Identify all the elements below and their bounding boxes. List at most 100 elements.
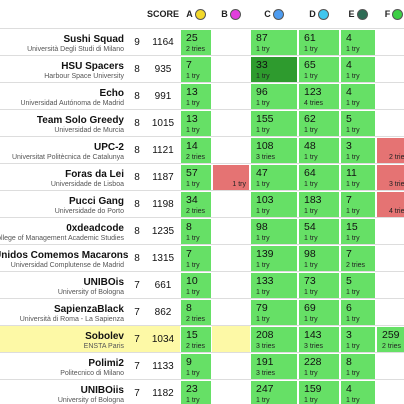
- problem-cell: 15 2 tries: [180, 326, 212, 353]
- tries: 1 try: [186, 181, 200, 188]
- problem-cell: 3 1 try: [340, 137, 376, 164]
- problem-cell: 133 1 try: [250, 272, 298, 299]
- solved: 8: [134, 253, 140, 264]
- solved: 8: [134, 172, 140, 183]
- problem-header: B: [212, 0, 250, 28]
- problem-cell: 33 1 try: [250, 56, 298, 83]
- team-row: Echo Universidad Autónoma de Madrid 8 991 13…: [0, 82, 404, 110]
- score: 1235: [151, 226, 175, 237]
- team-name: UNIBOis: [83, 277, 124, 288]
- problem-cell: 3 tries: [376, 164, 404, 191]
- solved: 8: [134, 226, 140, 237]
- university: Universidade de Lisboa: [50, 181, 124, 188]
- problem-balloon: [317, 8, 329, 20]
- solve-time: 62: [304, 113, 316, 125]
- solve-time: 133: [256, 275, 274, 287]
- solve-time: 7: [346, 194, 352, 206]
- score-header: SCORE: [146, 9, 179, 19]
- problem-header: D: [298, 0, 340, 28]
- university: University of Bologna: [57, 289, 124, 296]
- tries: 1 try: [304, 127, 318, 134]
- problem-cell: 159 1 try: [298, 380, 340, 404]
- solve-time: 48: [304, 140, 316, 152]
- solve-time: 208: [256, 329, 274, 341]
- tries: 1 try: [346, 343, 360, 350]
- solve-time: 4: [346, 59, 352, 71]
- solved: 7: [134, 334, 140, 345]
- team-row: Sushi Squad Università Degli Studi di Mil…: [0, 28, 404, 56]
- tries: 1 try: [186, 370, 200, 377]
- solved: 8: [134, 91, 140, 102]
- problem-cell: 183 1 try: [298, 191, 340, 218]
- tries: 1 try: [256, 100, 270, 107]
- problem-header: F: [376, 0, 404, 28]
- tries: 3 tries: [304, 343, 324, 350]
- solve-time: 61: [304, 32, 316, 44]
- tries: 1 try: [256, 181, 270, 188]
- solved: 9: [134, 37, 140, 48]
- score: 1198: [152, 199, 174, 210]
- problem-cell: 7 1 try: [180, 56, 212, 83]
- tries: 1 try: [346, 46, 360, 53]
- solve-time: 108: [256, 140, 274, 152]
- solve-time: 247: [256, 383, 274, 395]
- university: Universidad Complutense de Madrid: [10, 262, 124, 269]
- problem-cell: 247 1 try: [250, 380, 298, 404]
- problem-cell: 47 1 try: [250, 164, 298, 191]
- problem-cell: 4 1 try: [340, 56, 376, 83]
- tries: 1 try: [186, 235, 200, 242]
- solved: 7: [134, 280, 140, 291]
- problem-letter: A: [186, 9, 193, 19]
- solve-time: 11: [346, 167, 357, 179]
- team-row: Polimi2 Politecnico di Milano 7 1133 9 1 try 1…: [0, 352, 404, 380]
- problem-cell: 25 2 tries: [180, 29, 212, 56]
- solve-time: 15: [346, 221, 358, 233]
- tries: 1 try: [256, 73, 270, 80]
- problem-cell: 64 1 try: [298, 164, 340, 191]
- tries: 2 tries: [382, 343, 402, 350]
- tries: 1 try: [256, 46, 270, 53]
- team-name: Foras da Lei: [65, 169, 124, 180]
- problem-balloon: [356, 8, 368, 20]
- solve-time: 13: [186, 113, 198, 125]
- university: Universidad de Murcia: [54, 127, 124, 134]
- team-name: Sobolev: [85, 331, 124, 342]
- team-row: Team Solo Greedy Universidad de Murcia 8 10…: [0, 109, 404, 137]
- solve-time: 3: [346, 329, 352, 341]
- solve-time: 13: [186, 86, 198, 98]
- tries: 1 try: [304, 397, 318, 404]
- solved: 7: [134, 307, 140, 318]
- problem-cell: 62 1 try: [298, 110, 340, 137]
- university: The College of Management Academic Studi…: [0, 235, 124, 242]
- tries: 1 try: [186, 100, 200, 107]
- problem-cell: 4 1 try: [340, 380, 376, 404]
- university: Universidade do Porto: [54, 208, 124, 215]
- solve-time: 65: [304, 59, 316, 71]
- problem-header: E: [340, 0, 376, 28]
- problem-cell: 8 1 try: [180, 218, 212, 245]
- team-row: UPC-2 Universitat Politècnica de Cataluny…: [0, 136, 404, 164]
- tries: 2 tries: [388, 154, 404, 161]
- tries: 1 try: [304, 289, 318, 296]
- problem-cell: 191 3 tries: [250, 353, 298, 380]
- solve-time: 14: [186, 140, 198, 152]
- problem-cell: 8 1 try: [340, 353, 376, 380]
- tries: 2 tries: [186, 46, 206, 53]
- problem-cell: 14 2 tries: [180, 137, 212, 164]
- problem-cell: 13 1 try: [180, 83, 212, 110]
- problem-cell: 1 try: [212, 164, 250, 191]
- tries: 1 try: [186, 73, 200, 80]
- tries: 3 tries: [388, 181, 404, 188]
- solve-time: 33: [256, 59, 268, 71]
- score: 1034: [151, 334, 175, 345]
- solved: 7: [134, 388, 140, 399]
- tries: 1 try: [256, 208, 270, 215]
- team-name: Echo: [99, 88, 124, 99]
- team-row: UNIBOiis University of Bologna 7 1182 23 1 tr…: [0, 379, 404, 404]
- tries: 1 try: [346, 73, 360, 80]
- solve-time: 4: [346, 383, 352, 395]
- problem-cell: 6 1 try: [340, 299, 376, 326]
- problem-letter: E: [348, 9, 355, 19]
- solve-time: 47: [256, 167, 268, 179]
- problem-cell: 98 1 try: [250, 218, 298, 245]
